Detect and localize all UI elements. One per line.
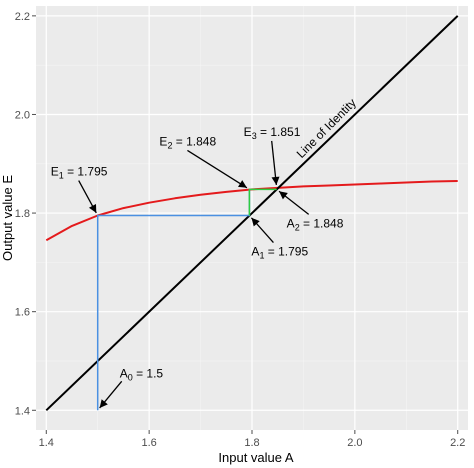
annotation-letter: A [120, 366, 128, 380]
annotation-value: = 1.795 [64, 165, 108, 179]
x-tick-label: 1.8 [244, 437, 259, 449]
y-tick-label: 2.0 [15, 109, 30, 121]
x-tick-label: 1.6 [141, 437, 156, 449]
annotation-arrow-head [88, 203, 97, 213]
annotation-value: = 1.851 [257, 125, 301, 139]
annotation-arrow-head [99, 399, 108, 408]
annotation-letter: E [51, 165, 59, 179]
annotation-label: A2 = 1.848 [287, 216, 344, 232]
annotation-subscript: 1 [59, 171, 64, 181]
annotation-label: E1 = 1.795 [51, 165, 108, 181]
annotation-label: A1 = 1.795 [251, 245, 308, 261]
x-tick-label: 2.0 [347, 437, 362, 449]
x-tick-label: 2.2 [450, 437, 465, 449]
annotation-subscript: 2 [295, 222, 300, 232]
annotation-subscript: 2 [167, 140, 172, 150]
axis-ticks: 1.4 1.6 1.8 2.0 2.2 1.4 1.6 1.8 2.0 2.2 [15, 11, 466, 449]
y-tick-label: 1.6 [15, 307, 30, 319]
annotation-subscript: 0 [128, 372, 133, 382]
y-tick-label: 1.4 [15, 405, 30, 417]
x-tick-label: 1.4 [39, 437, 54, 449]
annotation-letter: A [287, 216, 295, 230]
annotation-value: = 1.848 [172, 134, 216, 148]
cobweb-green-path [248, 188, 277, 216]
annotation-arrow-head [271, 176, 280, 185]
annotation-value: = 1.848 [300, 216, 344, 230]
y-tick-label: 2.2 [15, 11, 30, 23]
annotation-letter: A [251, 245, 259, 259]
annotation-letter: E [244, 125, 252, 139]
annotation-subscript: 1 [259, 251, 264, 261]
annotation-value: = 1.795 [264, 245, 308, 259]
annotation-letter: E [159, 134, 167, 148]
annotation-arrow-head [251, 217, 260, 227]
annotation-arrow-head [279, 191, 288, 200]
y-axis-title: Output value E [0, 175, 15, 261]
y-tick-label: 1.8 [15, 208, 30, 220]
annotation-arrow-head [237, 180, 247, 188]
series-lines [45, 15, 459, 412]
annotation-arrow-shaft [187, 149, 248, 189]
annotation-label: E3 = 1.851 [244, 125, 301, 141]
x-axis-title: Input value A [218, 450, 293, 465]
annotation-subscript: 3 [252, 131, 257, 141]
annotation-label: A0 = 1.5 [120, 366, 164, 382]
identity-line [45, 15, 459, 412]
annotation-value: = 1.5 [133, 366, 164, 380]
annotation-label: E2 = 1.848 [159, 134, 216, 150]
